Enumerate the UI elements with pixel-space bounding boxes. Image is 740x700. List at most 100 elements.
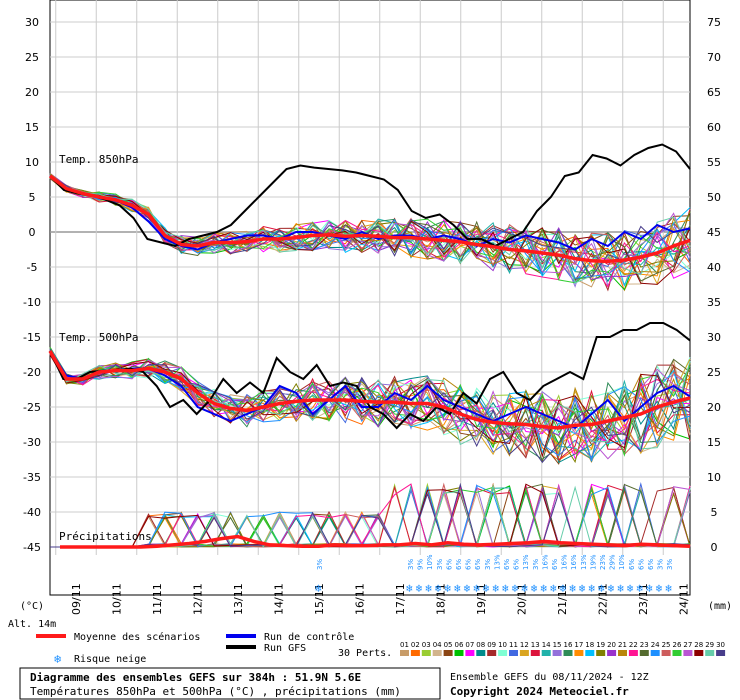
grid (50, 0, 690, 555)
y-right-tick-label: 5 (711, 506, 718, 519)
t500-mean-line (48, 350, 691, 430)
pert-swatch (454, 650, 464, 656)
panel-label-t850: Temp. 850hPa (59, 153, 138, 166)
pert-swatch (628, 650, 638, 656)
snow-risk-label: 6% (513, 559, 521, 570)
snowflake-icon: ❄ (483, 582, 490, 595)
pert-swatch (618, 650, 627, 656)
pert-swatch (476, 650, 486, 656)
snowflake-icon: ❄ (473, 582, 480, 595)
x-date-label: 21/11 (556, 583, 569, 615)
snowflake-icon: ❄ (512, 582, 519, 595)
y-left-tick-label: 20 (25, 86, 39, 99)
y-right-tick-label: 75 (707, 16, 721, 29)
snowflake-icon: ❄ (598, 582, 605, 595)
panel-label-t500: Temp. 500hPa (59, 331, 138, 344)
legend-control-label: Run de contrôle (264, 631, 354, 643)
pert-id-label: 25 (662, 641, 671, 649)
x-date-label: 15/11 (313, 583, 326, 615)
snow-risk-label: 6% (465, 559, 473, 570)
pert-id-label: 09 (487, 641, 496, 649)
pert-id-label: 20 (607, 641, 616, 649)
pert-swatch (596, 650, 606, 656)
y-right-tick-label: 50 (707, 191, 721, 204)
pert-swatch (487, 650, 497, 656)
pert-id-label: 29 (705, 641, 714, 649)
snowflake-icon: ❄ (665, 582, 672, 595)
x-date-label: 18/11 (435, 583, 448, 615)
pert-swatch (498, 650, 508, 656)
pert-500-line (49, 350, 691, 456)
pert-swatch (585, 650, 595, 656)
snowflake-icon: ❄ (502, 582, 509, 595)
y-left-tick-label: -5 (27, 261, 38, 274)
y-right-tick-label: 10 (707, 471, 721, 484)
y-left-tick-label: -35 (23, 471, 41, 484)
legend-perts-label: 30 Perts. (338, 648, 392, 659)
pert-500-line (49, 347, 691, 454)
legend: Moyenne des scénarios Run de contrôle Ru… (36, 631, 726, 666)
snowflake-icon: ❄ (540, 582, 547, 595)
snowflake-icon: ❄ (531, 582, 538, 595)
y-left-tick-label: -15 (23, 331, 41, 344)
snowflake-icon: ❄ (416, 582, 423, 595)
snow-risk-label: 13% (580, 554, 588, 570)
altitude-label: Alt. 14m (8, 619, 56, 630)
snow-risk-label: 3% (532, 559, 540, 570)
pert-swatch (705, 650, 715, 656)
footer-subtitle: Températures 850hPa et 500hPa (°C) , pré… (30, 685, 401, 698)
snowflake-icon: ❄ (636, 582, 643, 595)
snow-risk-label: 3% (407, 559, 415, 570)
pert-id-label: 17 (574, 641, 583, 649)
x-date-label: 22/11 (597, 583, 610, 615)
panel-label-precip: Précipitations (59, 530, 152, 543)
pert-swatch (432, 650, 442, 656)
t850-mean-line (48, 174, 691, 264)
pert-id-label: 06 (455, 641, 464, 649)
t500-gfs-line (49, 322, 691, 430)
pert-id-label: 19 (596, 641, 605, 649)
snow-risk-label: 13% (522, 554, 530, 570)
snow-risk-label: 3% (666, 559, 674, 570)
snowflake-icon: ❄ (608, 582, 615, 595)
pert-id-label: 07 (465, 641, 474, 649)
pert-swatch (563, 650, 573, 656)
snow-risk-label: 6% (445, 559, 453, 570)
y-right-tick-label: 0 (711, 541, 718, 554)
pert-id-label: 03 (422, 641, 431, 649)
pert-id-label: 23 (640, 641, 649, 649)
y-left-tick-label: -25 (23, 401, 41, 414)
pert-swatch (683, 650, 693, 656)
y-right-tick-label: 45 (707, 226, 721, 239)
snow-risk: 3% ❄ 3% ❄ 9% ❄ 10% ❄ 3% ❄ 6% ❄ 6% ❄ 6% ❄ 6% ❄ 3% ❄ 13% ❄ 6% ❄ 6%… (315, 554, 674, 595)
snowflake-icon: ❄ (454, 582, 461, 595)
y-left-tick-label: 0 (29, 226, 36, 239)
legend-gfs-label: Run GFS (264, 643, 306, 654)
pert-swatch (509, 650, 518, 656)
snowflake-icon: ❄ (646, 582, 653, 595)
pert-swatch (519, 650, 529, 656)
snowflake-icon: ❄ (492, 582, 499, 595)
pert-swatch (639, 650, 649, 656)
snowflake-icon: ❄ (550, 582, 557, 595)
y-left-tick-label: 30 (25, 16, 39, 29)
y-left-tick-label: -40 (23, 506, 41, 519)
y-left-tick-label: 15 (25, 121, 39, 134)
x-date-label: 14/11 (273, 583, 286, 615)
pert-swatch (465, 650, 475, 656)
snow-risk-label: 3% (436, 559, 444, 570)
snow-risk-label: 6% (647, 559, 655, 570)
y-left-tick-label: -45 (23, 541, 41, 554)
y-right-tick-label: 40 (707, 261, 721, 274)
pert-850-line (49, 174, 691, 276)
pert-swatch (694, 650, 704, 656)
snow-risk-label: 3% (657, 559, 665, 570)
x-date-label: 17/11 (394, 583, 407, 615)
pert-swatch (530, 650, 540, 656)
snow-risk-label: 6% (503, 559, 511, 570)
x-axis-dates: 09/11 10/11 11/11 12/11 13/11 14/11 15/11 16/11… (70, 583, 691, 615)
pert-swatch (552, 650, 562, 656)
pert-500-line (49, 351, 691, 460)
pert-id-label: 08 (476, 641, 485, 649)
